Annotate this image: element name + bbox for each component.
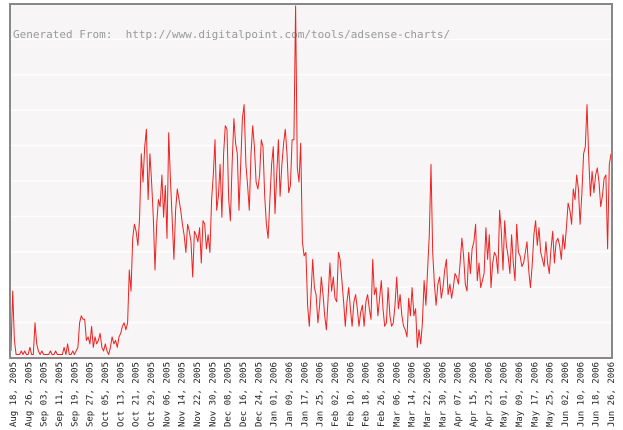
x-tick-label: Sep 11, 2005	[55, 362, 65, 427]
x-tick-label: Oct 29, 2005	[147, 362, 157, 427]
x-tick-label: Nov 06, 2005	[162, 362, 172, 427]
x-tick-label: Jun 02, 2006	[561, 362, 571, 427]
x-tick-label: Mar 14, 2006	[408, 362, 418, 427]
x-tick-label: Feb 18, 2006	[362, 362, 372, 427]
x-tick-label: Feb 10, 2006	[346, 362, 356, 427]
x-tick-label: Jun 10, 2006	[576, 362, 586, 427]
x-tick-label: Sep 27, 2005	[86, 362, 96, 427]
x-tick-label: May 09, 2006	[515, 362, 525, 427]
x-tick-label: Apr 23, 2006	[484, 362, 494, 427]
x-tick-label: Nov 14, 2005	[178, 362, 188, 427]
x-tick-label: Aug 26, 2005	[24, 362, 34, 427]
x-tick-label: Mar 06, 2006	[392, 362, 402, 427]
x-tick-label: Aug 18, 2005	[9, 362, 19, 427]
x-tick-label: Sep 19, 2005	[70, 362, 80, 427]
x-tick-label: Feb 26, 2006	[377, 362, 387, 427]
x-tick-label: Oct 21, 2005	[132, 362, 142, 427]
x-tick-label: May 17, 2006	[530, 362, 540, 427]
x-tick-label: May 01, 2006	[500, 362, 510, 427]
x-tick-label: Oct 13, 2005	[116, 362, 126, 427]
x-tick-label: Apr 07, 2006	[454, 362, 464, 427]
x-tick-label: Jan 09, 2006	[285, 362, 295, 427]
x-tick-label: Jan 25, 2006	[316, 362, 326, 427]
x-tick-label: Jun 18, 2006	[592, 362, 602, 427]
x-tick-label: Feb 02, 2006	[331, 362, 341, 427]
x-tick-label: Dec 08, 2005	[224, 362, 234, 427]
x-tick-label: Jun 26, 2006	[607, 362, 617, 427]
x-tick-label: May 25, 2006	[546, 362, 556, 427]
series-layer	[10, 5, 612, 355]
watermark-text: Generated From: http://www.digitalpoint.…	[13, 28, 450, 41]
x-axis-tick-labels: Aug 18, 2005 Aug 26, 2005 Sep 03, 2005 Sep …	[9, 362, 617, 427]
x-tick-label: Dec 24, 2005	[254, 362, 264, 427]
x-tick-label: Sep 03, 2005	[40, 362, 50, 427]
x-tick-label: Apr 15, 2006	[469, 362, 479, 427]
x-tick-label: Oct 05, 2005	[101, 362, 111, 427]
x-tick-label: Nov 30, 2005	[208, 362, 218, 427]
x-tick-label: Nov 22, 2005	[193, 362, 203, 427]
x-tick-label: Mar 30, 2006	[438, 362, 448, 427]
series-line-1	[10, 5, 612, 355]
x-tick-label: Jan 17, 2006	[300, 362, 310, 427]
x-tick-label: Mar 22, 2006	[423, 362, 433, 427]
plot-border	[9, 3, 613, 359]
x-tick-label: Dec 16, 2005	[239, 362, 249, 427]
x-tick-label: Jan 01, 2006	[270, 362, 280, 427]
